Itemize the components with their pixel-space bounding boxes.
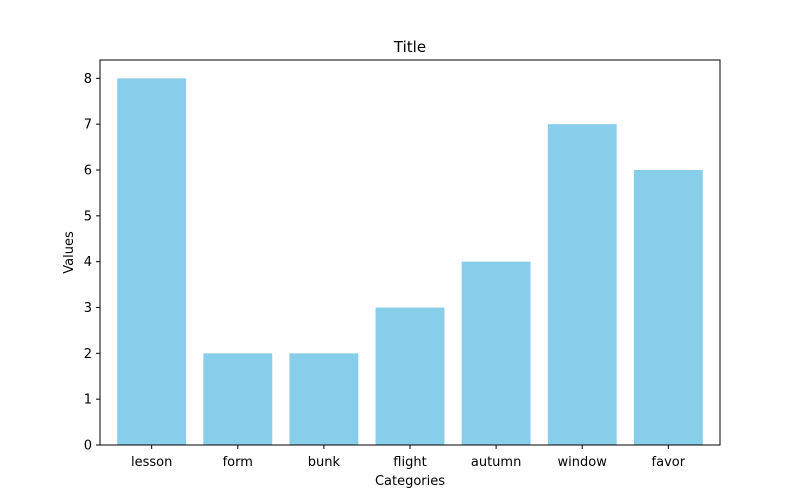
y-tick-label: 2: [84, 347, 92, 362]
x-tick-label: window: [558, 455, 608, 470]
y-tick-label: 1: [84, 393, 92, 408]
x-axis-ticks: lesson form bunk flight autumn window favor: [131, 445, 686, 470]
bar-form: [203, 353, 273, 445]
y-tick-label: 4: [84, 255, 92, 270]
y-tick-label: 6: [84, 164, 92, 179]
y-tick-label: 5: [84, 209, 92, 224]
x-tick-label: bunk: [308, 455, 341, 470]
bars-group: [117, 78, 703, 446]
bar-lesson: [117, 78, 187, 445]
y-axis-ticks: 0 1 2 3 4 5 6 7 8: [84, 72, 100, 454]
y-tick-label: 3: [84, 301, 92, 316]
chart-title: Title: [393, 38, 426, 56]
y-tick-label: 8: [84, 72, 92, 87]
y-tick-label: 0: [84, 439, 92, 454]
y-axis-label: Values: [62, 231, 77, 274]
x-axis-label: Categories: [375, 474, 445, 489]
x-tick-label: lesson: [131, 455, 172, 470]
y-tick-label: 7: [84, 118, 92, 133]
x-tick-label: flight: [393, 455, 426, 470]
x-tick-label: form: [223, 455, 253, 470]
bar-favor: [633, 170, 703, 445]
bar-bunk: [289, 353, 359, 445]
x-tick-label: favor: [652, 455, 686, 470]
x-tick-label: autumn: [471, 455, 521, 470]
bar-flight: [375, 307, 445, 445]
bar-window: [547, 124, 617, 446]
bar-autumn: [461, 261, 531, 445]
